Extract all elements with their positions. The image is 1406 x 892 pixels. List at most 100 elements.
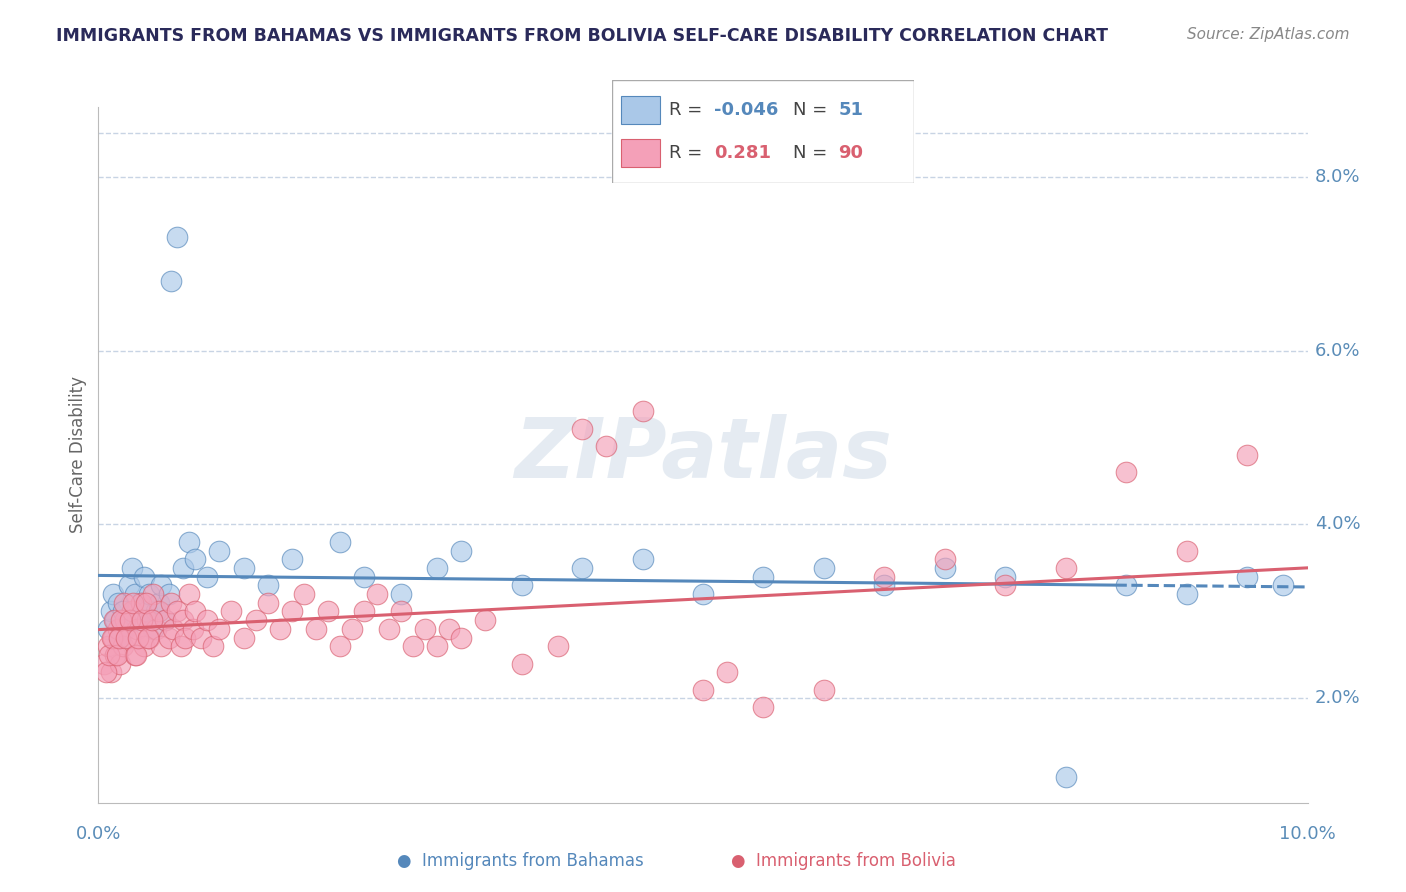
Point — [934, 561, 956, 575]
Point — [292, 587, 315, 601]
Text: Source: ZipAtlas.com: Source: ZipAtlas.com — [1187, 27, 1350, 42]
Point — [100, 631, 122, 645]
Point — [105, 648, 128, 662]
Point — [127, 631, 149, 645]
Point — [135, 605, 157, 619]
Point — [135, 613, 157, 627]
Point — [124, 587, 146, 601]
Point — [108, 657, 131, 671]
Point — [172, 561, 194, 575]
Point — [426, 561, 449, 575]
Text: 8.0%: 8.0% — [1315, 168, 1360, 186]
Point — [450, 543, 472, 558]
Point — [1115, 578, 1137, 592]
Point — [118, 613, 141, 627]
Point — [1175, 543, 1198, 558]
Point — [150, 578, 173, 592]
Text: 0.0%: 0.0% — [76, 825, 121, 843]
Point — [166, 230, 188, 244]
Text: 2.0%: 2.0% — [1315, 690, 1360, 707]
Point — [94, 665, 117, 680]
Point — [121, 605, 143, 619]
Point — [110, 613, 132, 627]
Point — [934, 552, 956, 566]
Point — [1175, 587, 1198, 601]
Point — [111, 639, 134, 653]
Point — [174, 631, 197, 645]
Text: 6.0%: 6.0% — [1315, 342, 1360, 359]
Point — [114, 622, 136, 636]
Point — [124, 648, 146, 662]
Point — [389, 587, 412, 601]
Point — [571, 561, 593, 575]
Point — [181, 622, 204, 636]
Point — [413, 622, 436, 636]
Text: N =: N = — [793, 101, 827, 119]
Point — [121, 561, 143, 575]
Point — [108, 631, 131, 645]
Point — [366, 587, 388, 601]
Point — [377, 622, 399, 636]
Point — [281, 552, 304, 566]
Point — [145, 605, 167, 619]
Point — [118, 578, 141, 592]
Point — [873, 578, 896, 592]
Point — [129, 596, 152, 610]
Point — [873, 570, 896, 584]
Point — [172, 613, 194, 627]
Point — [112, 596, 135, 610]
Point — [153, 613, 176, 627]
Point — [813, 561, 835, 575]
Point — [208, 622, 231, 636]
Y-axis label: Self-Care Disability: Self-Care Disability — [69, 376, 87, 533]
Point — [101, 587, 124, 601]
Point — [115, 631, 138, 645]
Bar — [620, 139, 659, 168]
Point — [127, 613, 149, 627]
Point — [692, 587, 714, 601]
Point — [169, 639, 191, 653]
Text: -0.046: -0.046 — [714, 101, 779, 119]
Text: ZIPatlas: ZIPatlas — [515, 415, 891, 495]
Point — [134, 570, 156, 584]
Point — [127, 622, 149, 636]
Text: IMMIGRANTS FROM BAHAMAS VS IMMIGRANTS FROM BOLIVIA SELF-CARE DISABILITY CORRELAT: IMMIGRANTS FROM BAHAMAS VS IMMIGRANTS FR… — [56, 27, 1108, 45]
Text: 4.0%: 4.0% — [1315, 516, 1360, 533]
Point — [153, 613, 176, 627]
Point — [160, 274, 183, 288]
Point — [179, 534, 201, 549]
Point — [131, 613, 153, 627]
Point — [1236, 448, 1258, 462]
Point — [269, 622, 291, 636]
Point — [474, 613, 496, 627]
Text: R =: R = — [669, 145, 702, 162]
Point — [93, 657, 115, 671]
Text: N =: N = — [793, 145, 827, 162]
Point — [437, 622, 460, 636]
Point — [329, 534, 352, 549]
Point — [716, 665, 738, 680]
Point — [162, 622, 184, 636]
Point — [145, 622, 167, 636]
Text: R =: R = — [669, 101, 702, 119]
Point — [389, 605, 412, 619]
Point — [104, 613, 127, 627]
Point — [134, 639, 156, 653]
Point — [547, 639, 569, 653]
Point — [122, 596, 145, 610]
Point — [101, 631, 124, 645]
Point — [190, 631, 212, 645]
Point — [752, 570, 775, 584]
Bar — [620, 95, 659, 124]
Point — [510, 578, 533, 592]
Point — [208, 543, 231, 558]
Point — [813, 682, 835, 697]
Point — [571, 422, 593, 436]
Point — [107, 596, 129, 610]
Point — [450, 631, 472, 645]
Point — [138, 587, 160, 601]
Point — [138, 631, 160, 645]
Point — [353, 570, 375, 584]
Point — [148, 596, 170, 610]
Text: 51: 51 — [838, 101, 863, 119]
